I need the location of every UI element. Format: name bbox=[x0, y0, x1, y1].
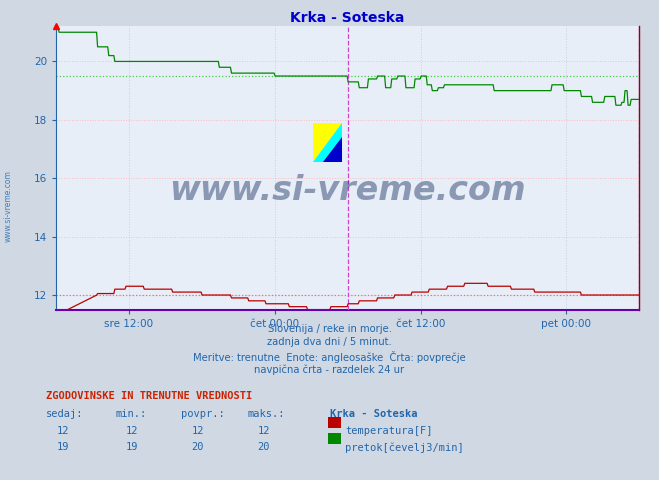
Text: www.si-vreme.com: www.si-vreme.com bbox=[4, 170, 13, 242]
Text: Krka - Soteska: Krka - Soteska bbox=[330, 409, 417, 420]
Polygon shape bbox=[312, 123, 342, 162]
Text: sedaj:: sedaj: bbox=[46, 409, 84, 420]
Text: 12: 12 bbox=[57, 426, 69, 436]
Text: 19: 19 bbox=[57, 442, 69, 452]
Text: Slovenija / reke in morje.: Slovenija / reke in morje. bbox=[268, 324, 391, 334]
Text: 20: 20 bbox=[258, 442, 270, 452]
Text: Meritve: trenutne  Enote: angleosaške  Črta: povprečje: Meritve: trenutne Enote: angleosaške Črt… bbox=[193, 351, 466, 363]
Text: maks.:: maks.: bbox=[247, 409, 285, 420]
Text: 12: 12 bbox=[258, 426, 270, 436]
Text: pretok[čevelj3/min]: pretok[čevelj3/min] bbox=[345, 442, 464, 453]
Text: 20: 20 bbox=[192, 442, 204, 452]
Text: 19: 19 bbox=[126, 442, 138, 452]
Text: zadnja dva dni / 5 minut.: zadnja dva dni / 5 minut. bbox=[267, 337, 392, 348]
Text: 12: 12 bbox=[126, 426, 138, 436]
Text: navpična črta - razdelek 24 ur: navpična črta - razdelek 24 ur bbox=[254, 364, 405, 375]
Polygon shape bbox=[312, 123, 342, 162]
Polygon shape bbox=[323, 137, 342, 162]
Title: Krka - Soteska: Krka - Soteska bbox=[291, 11, 405, 25]
Text: povpr.:: povpr.: bbox=[181, 409, 225, 420]
Text: 12: 12 bbox=[192, 426, 204, 436]
Text: ZGODOVINSKE IN TRENUTNE VREDNOSTI: ZGODOVINSKE IN TRENUTNE VREDNOSTI bbox=[46, 391, 252, 401]
Text: www.si-vreme.com: www.si-vreme.com bbox=[169, 174, 526, 207]
Text: min.:: min.: bbox=[115, 409, 146, 420]
Text: temperatura[F]: temperatura[F] bbox=[345, 426, 433, 436]
